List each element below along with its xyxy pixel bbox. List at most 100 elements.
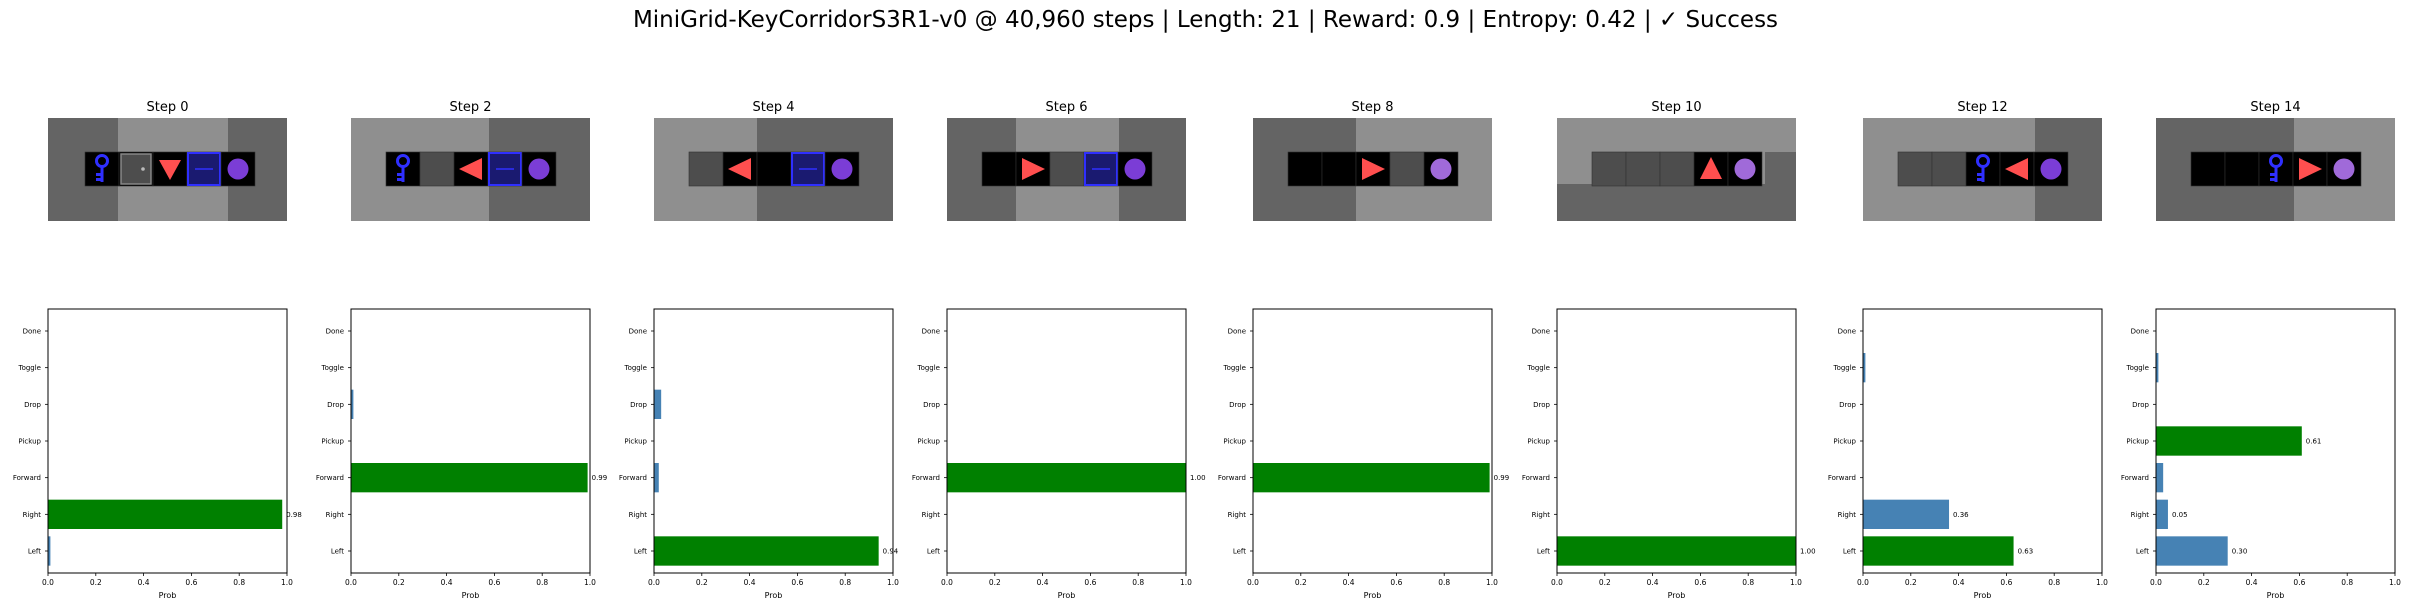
x-tick-label: 0.6 bbox=[1390, 578, 1402, 587]
agent-cell bbox=[1999, 151, 2035, 187]
tile-cell bbox=[1931, 151, 1967, 187]
y-tick-label: Toggle bbox=[17, 364, 41, 372]
locked-door-icon bbox=[118, 151, 154, 187]
y-tick-label: Drop bbox=[1533, 401, 1550, 409]
bar-forward bbox=[2156, 463, 2164, 493]
y-tick-label: Toggle bbox=[916, 364, 940, 372]
x-tick-label: 0.4 bbox=[441, 578, 453, 587]
x-tick-label: 0.4 bbox=[1343, 578, 1355, 587]
x-tick-label: 0.2 bbox=[90, 578, 102, 587]
agent-cell bbox=[1015, 151, 1051, 187]
env-frame bbox=[1863, 118, 2102, 221]
x-tick-label: 0.8 bbox=[233, 578, 245, 587]
env-frame bbox=[351, 118, 590, 221]
y-tick-label: Pickup bbox=[917, 438, 940, 446]
floor-cell bbox=[2224, 151, 2260, 187]
axes-frame bbox=[47, 308, 288, 574]
agent-triangle-icon bbox=[1362, 158, 1385, 180]
x-tick-label: 0.0 bbox=[1247, 578, 1259, 587]
ball-icon bbox=[220, 151, 256, 187]
x-axis-label: Prob bbox=[159, 591, 177, 600]
x-tick-label: 0.2 bbox=[1905, 578, 1917, 587]
y-tick-label: Toggle bbox=[1526, 364, 1550, 372]
x-tick-label: 0.4 bbox=[744, 578, 756, 587]
agent-triangle-icon bbox=[2299, 158, 2322, 180]
floor-cell bbox=[1321, 151, 1357, 187]
door-icon bbox=[487, 151, 523, 187]
door-icon bbox=[1083, 151, 1119, 187]
tile-cell bbox=[419, 151, 455, 187]
door-icon bbox=[186, 151, 222, 187]
ball-icon bbox=[1423, 151, 1459, 187]
bar-value-label: 0.98 bbox=[286, 511, 302, 519]
y-tick-label: Done bbox=[1228, 328, 1246, 336]
action-chart: 0.98 Left Right Forward Pickup Drop Toggle Done… bbox=[13, 308, 302, 600]
y-tick-label: Pickup bbox=[18, 438, 41, 446]
bar-value-label: 0.61 bbox=[2306, 438, 2322, 446]
x-axis-label: Prob bbox=[1058, 591, 1076, 600]
env-frame bbox=[947, 118, 1186, 221]
x-tick-label: 0.6 bbox=[185, 578, 197, 587]
agent-cell bbox=[1693, 151, 1729, 187]
y-tick-label: Forward bbox=[1522, 474, 1550, 482]
ball-icon bbox=[521, 151, 557, 187]
bar-left bbox=[48, 536, 51, 566]
action-chart: 0.99 Left Right Forward Pickup Drop Toggle Done… bbox=[1218, 308, 1510, 600]
x-tick-label: 0.2 bbox=[989, 578, 1001, 587]
tile-cell bbox=[1659, 151, 1695, 187]
key-icon bbox=[84, 151, 120, 187]
x-tick-label: 0.2 bbox=[2198, 578, 2210, 587]
env-frame bbox=[654, 118, 893, 221]
y-tick-label: Toggle bbox=[2125, 364, 2149, 372]
x-tick-label: 0.0 bbox=[941, 578, 953, 587]
x-tick-label: 0.8 bbox=[2341, 578, 2353, 587]
bar-toggle bbox=[1863, 353, 1866, 383]
x-tick-label: 0.2 bbox=[696, 578, 708, 587]
x-tick-label: 0.6 bbox=[488, 578, 500, 587]
x-tick-label: 0.6 bbox=[2000, 578, 2012, 587]
figure-title: MiniGrid-KeyCorridorS3R1-v0 @ 40,960 ste… bbox=[632, 7, 1779, 33]
action-chart: 0.63 0.36 Left Right Forward Pickup Drop Toggle… bbox=[1828, 308, 2108, 600]
x-tick-label: 1.0 bbox=[1180, 578, 1192, 587]
tile-cell bbox=[1625, 151, 1661, 187]
y-tick-label: Toggle bbox=[320, 364, 344, 372]
agent-cell bbox=[1355, 151, 1391, 187]
x-tick-label: 0.4 bbox=[2246, 578, 2258, 587]
x-tick-label: 0.4 bbox=[1953, 578, 1965, 587]
x-tick-label: 0.0 bbox=[345, 578, 357, 587]
agent-cell bbox=[722, 151, 758, 187]
ball-icon bbox=[1727, 151, 1763, 187]
y-tick-label: Forward bbox=[316, 474, 344, 482]
y-tick-label: Forward bbox=[13, 474, 41, 482]
axes-frame bbox=[1252, 308, 1493, 574]
axes-frame bbox=[350, 308, 591, 574]
y-tick-label: Left bbox=[331, 548, 344, 556]
y-tick-label: Right bbox=[23, 511, 42, 519]
x-axis-label: Prob bbox=[765, 591, 783, 600]
x-tick-label: 0.0 bbox=[42, 578, 54, 587]
y-tick-label: Done bbox=[1838, 328, 1856, 336]
bar-value-label: 0.99 bbox=[592, 474, 608, 482]
bar-left bbox=[2156, 536, 2228, 566]
y-tick-label: Left bbox=[2136, 548, 2149, 556]
y-tick-label: Drop bbox=[1229, 401, 1246, 409]
y-tick-label: Pickup bbox=[1833, 438, 1856, 446]
action-chart: 0.99 Left Right Forward Pickup Drop Toggle Done… bbox=[316, 308, 608, 600]
x-tick-label: 1.0 bbox=[887, 578, 899, 587]
bar-right bbox=[48, 499, 283, 529]
bar-value-label: 0.05 bbox=[2172, 511, 2188, 519]
frame-title: Step 6 bbox=[1045, 100, 1088, 115]
y-tick-label: Forward bbox=[2121, 474, 2149, 482]
agent-cell bbox=[2292, 151, 2328, 187]
floor-cell bbox=[756, 151, 792, 187]
y-tick-label: Toggle bbox=[1222, 364, 1246, 372]
bar-pickup bbox=[2156, 426, 2302, 456]
action-chart: 1.00 Left Right Forward Pickup Drop Toggle Done… bbox=[1522, 308, 1816, 600]
y-tick-label: Right bbox=[1532, 511, 1551, 519]
y-tick-label: Left bbox=[927, 548, 940, 556]
key-icon bbox=[1965, 151, 2001, 187]
bar-value-label: 0.99 bbox=[1494, 474, 1510, 482]
y-tick-label: Forward bbox=[619, 474, 647, 482]
y-tick-label: Forward bbox=[1828, 474, 1856, 482]
y-tick-label: Pickup bbox=[2126, 438, 2149, 446]
